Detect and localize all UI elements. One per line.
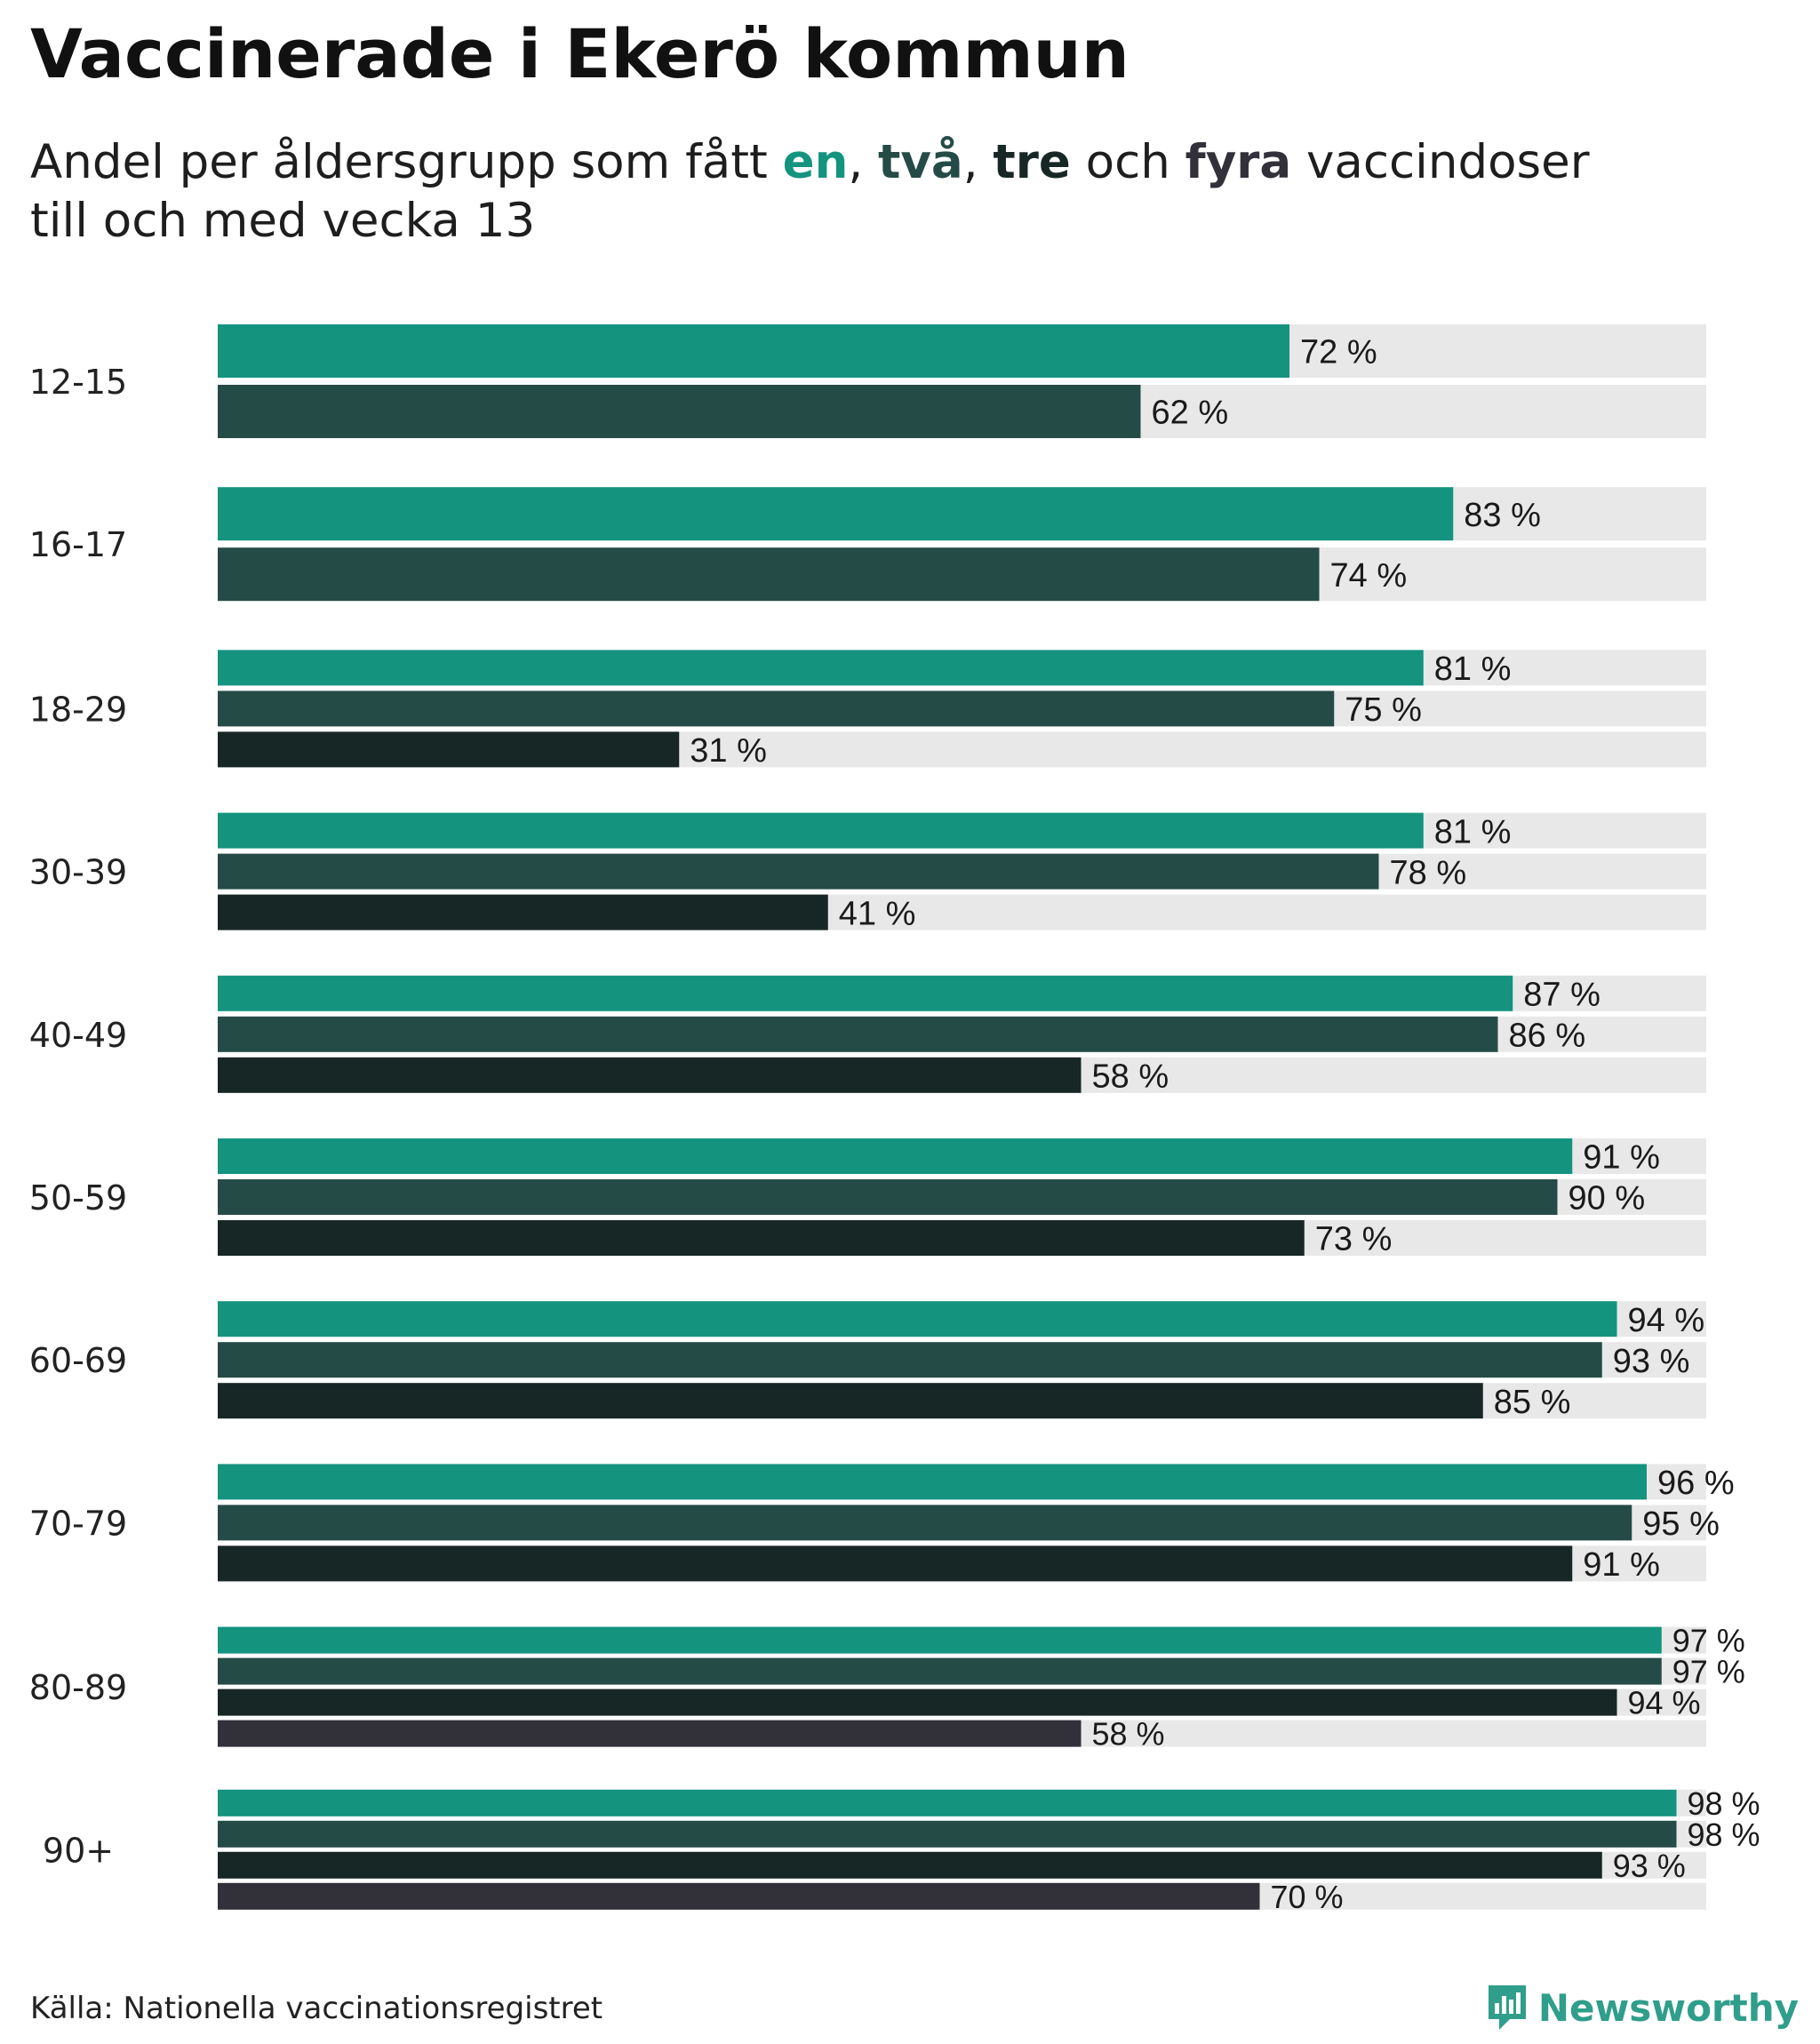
category-label: 12-15 (29, 363, 127, 402)
data-label: 81 % (1434, 651, 1512, 688)
data-label: 94 % (1628, 1685, 1701, 1721)
legend-dose-4: fyra (1185, 135, 1292, 189)
bar (218, 1720, 1082, 1747)
data-label: 75 % (1345, 691, 1422, 729)
bar (218, 894, 828, 930)
data-label: 58 % (1092, 1058, 1169, 1095)
chart-title: Vaccinerade i Ekerö kommun (30, 14, 1130, 93)
subtitle-suffix: vaccindoser (1291, 135, 1590, 189)
category-label: 80-89 (29, 1668, 127, 1707)
subtitle-sep-1: , (848, 135, 879, 189)
bar (218, 1138, 1573, 1174)
data-label: 93 % (1613, 1848, 1686, 1884)
data-label: 97 % (1672, 1623, 1745, 1659)
bar (218, 1505, 1632, 1541)
bar (218, 487, 1454, 541)
data-label: 95 % (1642, 1505, 1720, 1543)
bar (218, 1657, 1662, 1685)
category-label: 30-39 (29, 853, 127, 892)
data-label: 70 % (1271, 1879, 1344, 1915)
data-label: 85 % (1494, 1384, 1571, 1421)
subtitle-mid: och (1070, 135, 1185, 189)
data-label: 78 % (1390, 854, 1467, 891)
data-label: 58 % (1092, 1716, 1165, 1753)
bar (218, 1820, 1677, 1848)
bar (218, 1626, 1662, 1654)
brand-name: Newsworthy (1537, 1985, 1799, 2030)
data-label: 90 % (1569, 1180, 1646, 1218)
legend-dose-2: två (878, 135, 963, 189)
category-label: 40-49 (29, 1016, 127, 1055)
legend-dose-3: tre (993, 135, 1071, 189)
bar (218, 385, 1141, 438)
bar-chart: 12-15 72 % 62 % 16-17 83 % 74 % 18-29 81 % 75 % 3… (29, 324, 1760, 1915)
source-note: Källa: Nationella vaccinationsregistret (30, 1991, 603, 2026)
bar (218, 547, 1320, 602)
data-label: 31 % (690, 732, 767, 770)
bar (218, 1882, 1260, 1910)
data-label: 83 % (1464, 497, 1541, 534)
category-label: 50-59 (29, 1178, 127, 1218)
legend-dose-1: en (782, 135, 849, 189)
bar (218, 691, 1335, 727)
data-label: 41 % (839, 895, 916, 932)
category-label: 60-69 (29, 1341, 127, 1380)
bar (218, 650, 1424, 686)
subtitle-prefix: Andel per åldersgrupp som fått (30, 135, 783, 189)
category-label: 16-17 (29, 525, 127, 564)
bar (218, 812, 1424, 849)
chart-subtitle: Andel per åldersgrupp som fått en, två, … (30, 133, 1719, 251)
category-label: 70-79 (29, 1504, 127, 1543)
data-label: 96 % (1657, 1465, 1735, 1502)
bar (218, 1545, 1573, 1582)
data-label: 98 % (1688, 1785, 1760, 1822)
bar (218, 975, 1513, 1011)
category-label: 18-29 (29, 690, 127, 729)
data-label: 86 % (1509, 1017, 1586, 1054)
bar (218, 1464, 1647, 1500)
data-label: 87 % (1523, 976, 1600, 1013)
subtitle-sep-2: , (962, 135, 994, 189)
bar (218, 1689, 1617, 1716)
data-label: 98 % (1688, 1816, 1760, 1853)
bar (218, 1789, 1677, 1816)
data-label: 62 % (1152, 395, 1229, 432)
data-label: 91 % (1583, 1546, 1660, 1584)
data-label: 97 % (1672, 1654, 1745, 1690)
bar (218, 1342, 1602, 1378)
newsworthy-logo-icon (1488, 1985, 1526, 2030)
bar (218, 853, 1379, 890)
data-label: 73 % (1315, 1221, 1393, 1258)
bar (218, 731, 680, 768)
bar (218, 1057, 1082, 1093)
data-label: 91 % (1583, 1139, 1660, 1177)
brand-logo: Newsworthy (1487, 1984, 1799, 2032)
bar (218, 1179, 1558, 1215)
bar (218, 1016, 1498, 1052)
bar (218, 324, 1289, 378)
data-label: 72 % (1300, 334, 1377, 371)
data-label: 93 % (1613, 1343, 1690, 1380)
category-label: 90+ (43, 1831, 114, 1870)
bar (218, 1301, 1617, 1337)
data-label: 74 % (1330, 557, 1408, 595)
data-label: 94 % (1628, 1302, 1705, 1339)
bar (218, 1851, 1602, 1879)
subtitle-line-2: till och med vecka 13 (30, 194, 536, 248)
bar (218, 1383, 1483, 1419)
bar (218, 1220, 1305, 1256)
data-label: 81 % (1434, 813, 1512, 850)
